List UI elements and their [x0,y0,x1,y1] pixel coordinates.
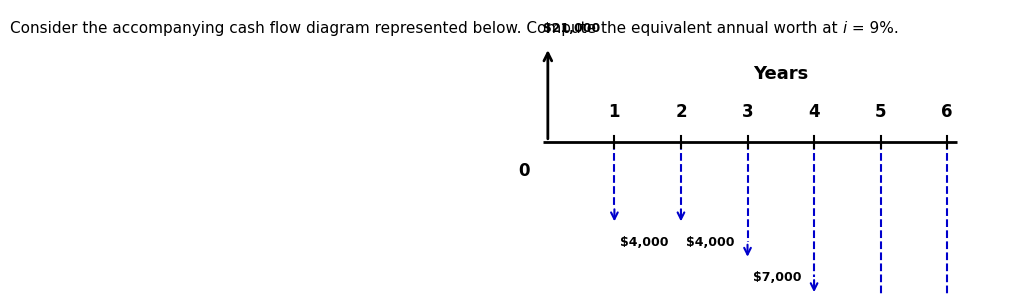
Text: 5: 5 [874,103,887,121]
Text: Years: Years [754,65,808,83]
Text: $7,000: $7,000 [753,271,801,284]
Text: Consider the accompanying cash flow diagram represented below. Compute the equiv: Consider the accompanying cash flow diag… [10,21,843,36]
Text: $4,000: $4,000 [620,236,668,249]
Text: 0: 0 [518,162,529,180]
Text: 1: 1 [608,103,621,121]
Text: 4: 4 [808,103,820,121]
Text: = 9%.: = 9%. [847,21,899,36]
Text: i: i [843,21,847,36]
Text: 2: 2 [675,103,687,121]
Text: $21,000: $21,000 [543,22,600,35]
Text: $4,000: $4,000 [686,236,734,249]
Text: 3: 3 [741,103,754,121]
Text: 6: 6 [941,103,953,121]
